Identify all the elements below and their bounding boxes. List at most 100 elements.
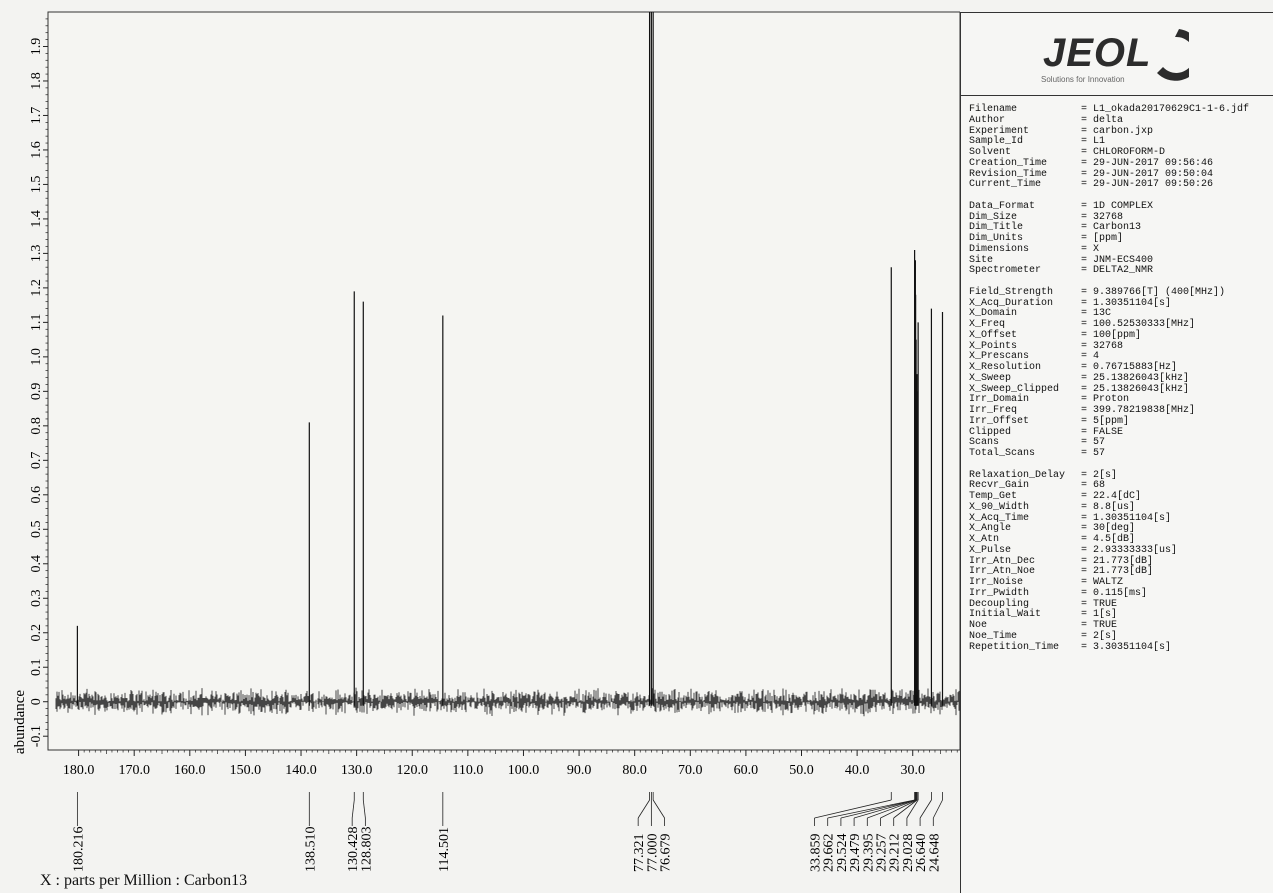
param-value: = WALTZ — [1081, 577, 1123, 588]
y-tick-label: 0.1 — [29, 658, 44, 676]
y-tick-label: 0.8 — [29, 417, 44, 435]
param-key: Irr_Pwidth — [969, 589, 1081, 600]
y-tick-label: 0.5 — [29, 521, 44, 539]
param-row: Irr_Pwidth = 0.115[ms] — [969, 589, 1273, 600]
y-tick-label: 1.8 — [29, 72, 44, 90]
param-value: = 0.115[ms] — [1081, 588, 1147, 599]
param-value: = X — [1081, 244, 1099, 255]
x-tick-label: 140.0 — [285, 763, 317, 778]
y-tick-label: 1.2 — [29, 279, 44, 297]
y-tick-label: 1.1 — [29, 314, 44, 332]
peak-label: 24.648 — [927, 834, 942, 873]
logo-brand-text: JEOL — [1043, 31, 1151, 76]
x-tick-label: 180.0 — [63, 763, 95, 778]
param-value: = 9.389766[T] (400[MHz]) — [1081, 287, 1225, 298]
y-tick-label: -0.1 — [29, 725, 44, 747]
param-value: = [ppm] — [1081, 233, 1123, 244]
param-value: = 1[s] — [1081, 609, 1117, 620]
y-tick-label: 1.6 — [29, 141, 44, 159]
param-row: Repetition_Time = 3.30351104[s] — [969, 643, 1273, 654]
param-row: Total_Scans = 57 — [969, 449, 1273, 460]
param-value: = 21.773[dB] — [1081, 566, 1153, 577]
param-key: Author — [969, 116, 1081, 127]
param-key: Creation_Time — [969, 159, 1081, 170]
param-value: = 3.30351104[s] — [1081, 642, 1171, 653]
y-tick-label: 0.2 — [29, 624, 44, 642]
peak-leader-diagonal — [653, 800, 664, 818]
param-value: = 57 — [1081, 448, 1105, 459]
swirl-icon — [1149, 23, 1189, 87]
x-tick-label: 110.0 — [452, 763, 483, 778]
param-value: = FALSE — [1081, 427, 1123, 438]
x-tick-label: 150.0 — [230, 763, 262, 778]
param-value: = 2[s] — [1081, 631, 1117, 642]
x-tick-label: 60.0 — [734, 763, 759, 778]
jeol-logo: JEOL Solutions for Innovation — [961, 13, 1273, 96]
param-value: = Proton — [1081, 394, 1129, 405]
param-value: = 32768 — [1081, 212, 1123, 223]
param-value: = 68 — [1081, 480, 1105, 491]
x-tick-label: 100.0 — [508, 763, 540, 778]
y-tick-label: 0.9 — [29, 383, 44, 401]
y-axis-label: abundance — [12, 690, 28, 754]
param-key: X_Offset — [969, 331, 1081, 342]
peak-label: 138.510 — [303, 827, 318, 873]
param-row: Clipped = FALSE — [969, 428, 1273, 439]
param-value: = 0.76715883[Hz] — [1081, 362, 1177, 373]
y-tick-label: 1.5 — [29, 176, 44, 194]
spectrum-svg: -0.1 0 0.1 0.2 0.3 0.4 0.5 0.6 0.7 0.8 0.9 1.0 1.1 1.… — [0, 0, 960, 893]
peak-leader-diagonal — [352, 800, 354, 818]
param-key: Dimensions — [969, 245, 1081, 256]
peak-leader-diagonal — [854, 800, 916, 818]
logo-tagline: Solutions for Innovation — [1041, 75, 1125, 84]
param-value: = 22.4[dC] — [1081, 491, 1141, 502]
param-key: Data_Format — [969, 202, 1081, 213]
peak-leader-diagonal — [363, 800, 365, 818]
x-tick-label: 90.0 — [567, 763, 592, 778]
nmr-spectrum-chart: -0.1 0 0.1 0.2 0.3 0.4 0.5 0.6 0.7 0.8 0.9 1.0 1.1 1.… — [0, 0, 960, 893]
param-value: = L1 — [1081, 136, 1105, 147]
param-value: = 32768 — [1081, 341, 1123, 352]
peak-label: 128.803 — [359, 827, 374, 873]
acquisition-parameters: Filename = L1_okada20170629C1-1-6.jdf Auth… — [969, 105, 1273, 653]
y-tick-label: 1.3 — [29, 245, 44, 262]
param-value: = 1.30351104[s] — [1081, 513, 1171, 524]
param-value: = CHLOROFORM-D — [1081, 147, 1165, 158]
param-key: Irr_Offset — [969, 417, 1081, 428]
param-value: = 399.78219838[MHz] — [1081, 405, 1195, 416]
peak-label: 76.679 — [659, 834, 674, 873]
x-tick-label: 120.0 — [396, 763, 428, 778]
y-tick-label: 0.7 — [29, 452, 44, 470]
param-key: Current_Time — [969, 180, 1081, 191]
param-value: = 2[s] — [1081, 470, 1117, 481]
param-value: = DELTA2_NMR — [1081, 265, 1153, 276]
param-key: X_90_Width — [969, 503, 1081, 514]
param-value: = 1D COMPLEX — [1081, 201, 1153, 212]
x-tick-label: 40.0 — [845, 763, 870, 778]
x-tick-label: 80.0 — [622, 763, 647, 778]
param-value: = 25.13826043[kHz] — [1081, 373, 1189, 384]
y-tick-label: 0.4 — [29, 555, 44, 573]
param-value: = 21.773[dB] — [1081, 556, 1153, 567]
param-value: = 25.13826043[kHz] — [1081, 384, 1189, 395]
param-value: = 4 — [1081, 351, 1099, 362]
param-value: = 100.52530333[MHz] — [1081, 319, 1195, 330]
param-key: Noe_Time — [969, 632, 1081, 643]
peak-leader-diagonal — [828, 800, 915, 818]
param-value: = 8.8[us] — [1081, 502, 1135, 513]
x-tick-label: 50.0 — [789, 763, 814, 778]
param-value: = Carbon13 — [1081, 222, 1141, 233]
peak-leader-diagonal — [920, 800, 931, 818]
param-value: = 30[deg] — [1081, 523, 1135, 534]
param-key: Spectrometer — [969, 266, 1081, 277]
peak-label: 114.501 — [437, 827, 452, 872]
plot-frame — [48, 12, 960, 750]
x-tick-label: 170.0 — [118, 763, 150, 778]
x-tick-label: 70.0 — [678, 763, 703, 778]
param-key: X_Sweep — [969, 374, 1081, 385]
param-value: = delta — [1081, 115, 1123, 126]
param-value: = 29-JUN-2017 09:50:04 — [1081, 169, 1213, 180]
x-tick-label: 160.0 — [174, 763, 206, 778]
y-tick-label: 1.7 — [29, 107, 44, 125]
param-key: Repetition_Time — [969, 643, 1081, 654]
